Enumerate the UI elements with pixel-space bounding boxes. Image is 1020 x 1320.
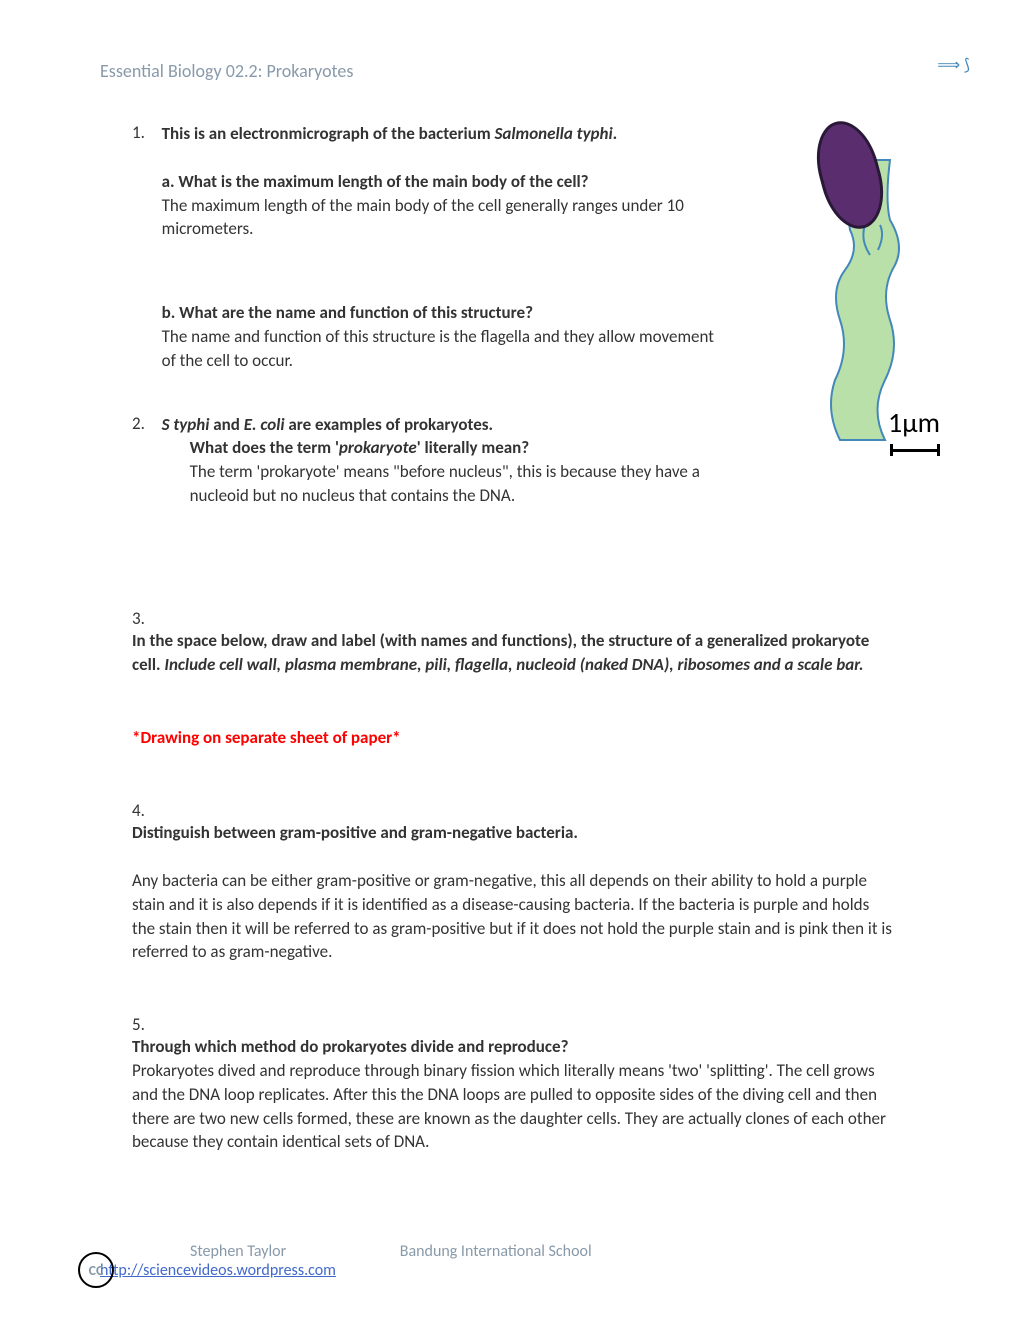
q1-number: 1. <box>132 122 158 143</box>
q5-number: 5. <box>132 1014 158 1035</box>
question-5: 5. Through which method do prokaryotes d… <box>132 1014 920 1154</box>
q5-title: Through which method do prokaryotes divi… <box>132 1035 892 1059</box>
page-footer: CC Stephen Taylor Bandung International … <box>100 1242 920 1280</box>
footer-author: Stephen Taylor <box>190 1242 286 1261</box>
q4-number: 4. <box>132 800 158 821</box>
q2-title-2: and <box>209 414 243 435</box>
q2-sub-post: ' literally mean? <box>417 437 530 458</box>
scale-label: 1μm <box>888 405 940 440</box>
cc-license-icon: CC <box>78 1252 114 1288</box>
page-header: Essential Biology 02.2: Prokaryotes <box>100 60 920 82</box>
q4-title: Distinguish between gram-positive and gr… <box>132 821 892 845</box>
q1b-answer: The name and function of this structure … <box>162 325 722 373</box>
question-3: 3. In the space below, draw and label (w… <box>132 608 920 750</box>
q2-sub-pre: What does the term ' <box>190 437 339 458</box>
q2-organism-1: S typhi <box>162 414 210 435</box>
q2-sub-em: prokaryote <box>339 437 417 458</box>
q1-title-post: . <box>613 123 618 144</box>
q3-title-em: Include cell wall, plasma membrane, pili… <box>164 654 863 675</box>
q5-answer: Prokaryotes dived and reproduce through … <box>132 1059 892 1154</box>
bacterium-micrograph: 1μm <box>790 110 950 460</box>
scale-bar <box>890 449 940 452</box>
footer-link[interactable]: http://sciencevideos.wordpress.com <box>100 1261 336 1280</box>
q1-title-organism: Salmonella typhi <box>495 123 613 144</box>
q2-organism-2: E. coli <box>244 414 285 435</box>
q1a-label: a. What is the maximum length of the mai… <box>162 170 722 194</box>
question-4: 4. Distinguish between gram-positive and… <box>132 800 920 964</box>
q1b-label: b. What are the name and function of thi… <box>162 301 722 325</box>
q3-number: 3. <box>132 608 158 629</box>
q2-answer: The term 'prokaryote' means "before nucl… <box>190 460 722 508</box>
q2-title-4: are examples of prokaryotes. <box>285 414 494 435</box>
footer-school: Bandung International School <box>400 1242 592 1261</box>
q2-number: 2. <box>132 413 158 434</box>
q1-title-pre: This is an electronmicrograph of the bac… <box>162 123 495 144</box>
q4-answer: Any bacteria can be either gram-positive… <box>132 869 892 964</box>
q1a-answer: The maximum length of the main body of t… <box>162 194 722 242</box>
header-decorative-icons: ⟹ ⟆ <box>937 55 970 75</box>
q3-note: *Drawing on separate sheet of paper* <box>132 726 892 750</box>
